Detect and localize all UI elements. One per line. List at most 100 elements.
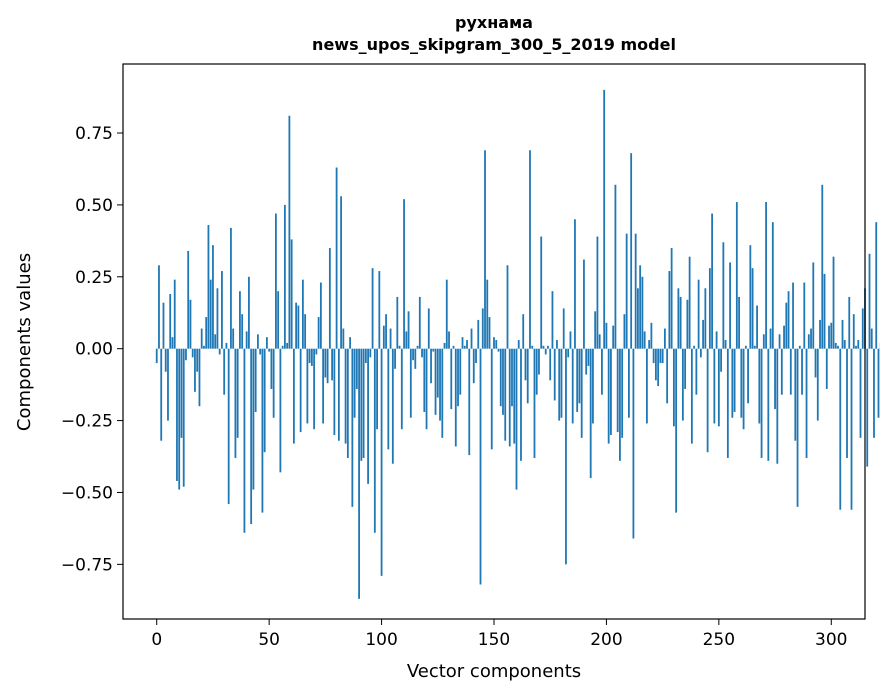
bar bbox=[533, 348, 536, 458]
bar bbox=[722, 242, 725, 349]
bar bbox=[214, 334, 217, 349]
bar bbox=[290, 239, 293, 349]
bar bbox=[400, 348, 403, 430]
bar bbox=[657, 348, 660, 387]
bar bbox=[870, 328, 873, 349]
bar bbox=[349, 337, 351, 349]
bar bbox=[567, 348, 570, 358]
bar bbox=[205, 317, 208, 349]
bar bbox=[690, 348, 693, 444]
chart-subtitle: news_upos_skipgram_300_5_2019 model bbox=[312, 35, 676, 54]
bar bbox=[277, 291, 280, 349]
bar bbox=[747, 348, 749, 404]
bar bbox=[328, 248, 331, 349]
bar bbox=[315, 348, 318, 355]
bar bbox=[603, 89, 606, 349]
bar bbox=[396, 296, 399, 349]
bar bbox=[475, 348, 477, 364]
bar bbox=[612, 325, 615, 349]
bar bbox=[364, 348, 367, 364]
bar bbox=[522, 314, 525, 349]
bar bbox=[439, 348, 441, 421]
bar bbox=[191, 348, 194, 358]
bar bbox=[628, 348, 630, 418]
bar bbox=[825, 348, 828, 389]
bar bbox=[520, 348, 522, 461]
bar bbox=[769, 328, 772, 349]
bar bbox=[756, 305, 758, 349]
bar bbox=[275, 213, 277, 349]
bar bbox=[292, 348, 295, 444]
bar bbox=[850, 348, 853, 510]
bar bbox=[173, 279, 176, 349]
bar bbox=[281, 345, 284, 349]
bar bbox=[189, 299, 192, 349]
bar bbox=[841, 319, 844, 349]
bar bbox=[560, 348, 563, 418]
bar bbox=[744, 345, 747, 349]
x-tick-label: 100 bbox=[365, 630, 397, 650]
bar bbox=[225, 342, 228, 349]
bar bbox=[283, 204, 286, 349]
bar bbox=[751, 268, 754, 349]
bar bbox=[414, 348, 417, 369]
bar bbox=[167, 348, 169, 421]
bar bbox=[681, 348, 684, 421]
x-axis-ticks: 0 50 100 150 200 250 300 bbox=[151, 619, 847, 650]
bar bbox=[807, 334, 810, 349]
bar bbox=[344, 348, 347, 444]
bar bbox=[459, 348, 462, 395]
bar bbox=[484, 150, 486, 349]
bar bbox=[398, 345, 401, 349]
bar bbox=[556, 340, 558, 349]
bar bbox=[457, 348, 459, 407]
bar bbox=[176, 348, 178, 481]
x-tick-label: 250 bbox=[703, 630, 735, 650]
bar bbox=[194, 348, 196, 392]
bar bbox=[331, 348, 334, 381]
bar bbox=[171, 337, 174, 349]
bar bbox=[326, 348, 329, 384]
bar bbox=[848, 296, 851, 349]
bar bbox=[391, 348, 394, 464]
bar bbox=[236, 348, 239, 438]
bar bbox=[535, 348, 538, 395]
bar bbox=[713, 348, 716, 424]
bar bbox=[706, 348, 709, 453]
y-tick-label: 0.25 bbox=[75, 268, 113, 288]
bar bbox=[223, 348, 226, 395]
bar bbox=[412, 348, 414, 361]
bar bbox=[340, 196, 342, 349]
bar bbox=[738, 296, 740, 349]
bar bbox=[526, 348, 529, 404]
bar bbox=[632, 348, 635, 539]
bar bbox=[733, 348, 736, 412]
bar bbox=[598, 334, 601, 349]
bar bbox=[499, 348, 502, 407]
bar bbox=[436, 348, 439, 398]
bar bbox=[774, 348, 776, 410]
bar bbox=[317, 317, 320, 349]
x-tick-label: 150 bbox=[478, 630, 510, 650]
bar bbox=[587, 348, 590, 366]
bar bbox=[668, 271, 671, 349]
bar bbox=[578, 348, 581, 404]
bar bbox=[661, 348, 664, 364]
bar bbox=[787, 291, 790, 349]
bar bbox=[200, 328, 203, 349]
bar bbox=[295, 302, 298, 349]
bar bbox=[675, 348, 678, 513]
bar bbox=[540, 236, 543, 349]
bar bbox=[270, 348, 273, 389]
bar bbox=[767, 348, 770, 461]
bar bbox=[614, 184, 617, 349]
bar bbox=[652, 348, 655, 364]
bar bbox=[641, 276, 644, 349]
bar bbox=[182, 348, 185, 487]
bar bbox=[574, 219, 576, 349]
bar bbox=[180, 348, 183, 438]
bar bbox=[816, 348, 819, 421]
bar bbox=[369, 348, 372, 358]
bar-series bbox=[155, 89, 880, 599]
bar bbox=[454, 348, 457, 447]
